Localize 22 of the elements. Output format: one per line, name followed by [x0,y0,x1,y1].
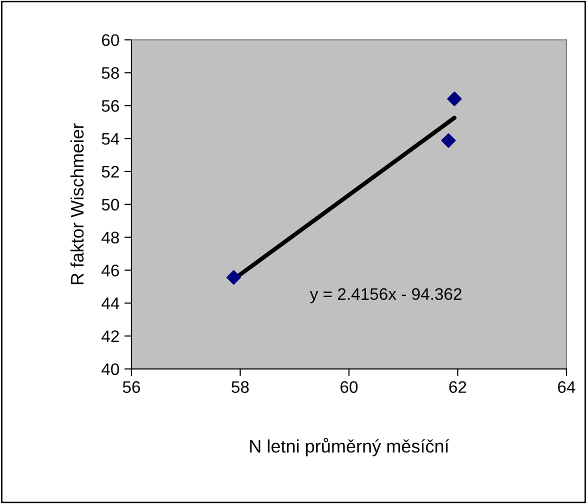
y-tick-label: 48 [102,232,119,244]
point [447,92,462,106]
annotation: y = 2.4156x - 94.362 [310,288,462,304]
point [226,270,241,285]
y-axis-title: R faktor Wischmeier [70,123,84,284]
y-tick-label: 54 [102,133,120,145]
y-tick-label: 60 [102,34,120,46]
y-tick-label: 56 [102,100,119,112]
x-tick-label: 60 [340,381,358,393]
y-tick-label: 42 [102,330,119,342]
x-tick-label: 62 [449,381,466,393]
y-tick-label: 40 [102,363,120,376]
x-tick-label: 58 [232,381,249,393]
y-tick-label: 44 [102,298,120,310]
y-tick-label: 58 [102,67,119,79]
x-tick-label: 56 [122,381,140,393]
y-tick-label: 52 [102,166,119,178]
y-tick-label: 46 [102,264,119,276]
x-axis-title: N letni průměrný měsíční [250,438,450,456]
point [441,133,456,148]
y-tick-label: 50 [102,198,120,211]
x-tick-label: 64 [558,381,576,393]
